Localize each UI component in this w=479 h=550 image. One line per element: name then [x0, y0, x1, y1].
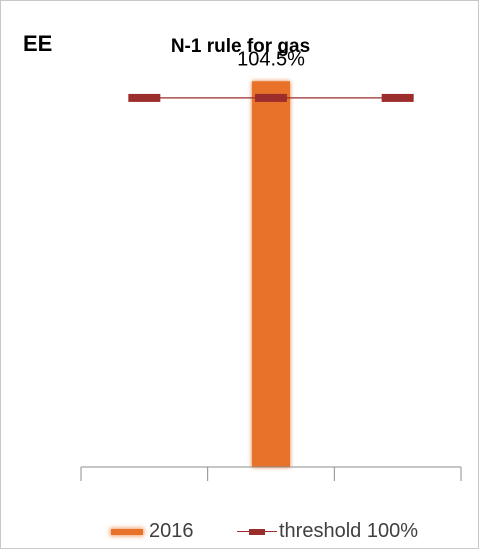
threshold-marker — [381, 93, 414, 102]
legend: 2016 threshold 100% — [1, 513, 479, 549]
legend-swatch-bar — [111, 528, 143, 535]
threshold-marker — [255, 93, 287, 102]
data-label: 104.5% — [237, 48, 305, 70]
chart-title: N-1 rule for gas — [170, 36, 311, 57]
legend-item-2016: 2016 — [111, 520, 194, 543]
legend-swatch-line — [237, 525, 277, 539]
legend-label-2016: 2016 — [149, 520, 194, 542]
threshold-marker — [128, 93, 161, 102]
bar-2016 — [252, 81, 290, 468]
country-code: EE — [23, 31, 53, 56]
legend-item-threshold: threshold 100% — [237, 520, 418, 543]
legend-label-threshold: threshold 100% — [279, 520, 418, 542]
